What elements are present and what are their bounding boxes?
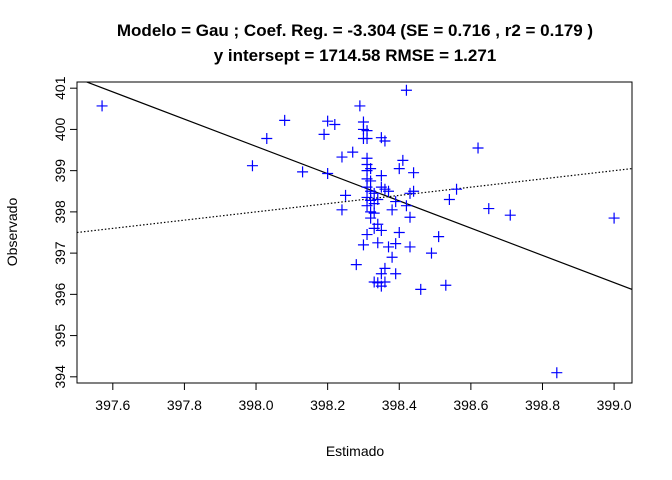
x-tick-label: 398.2: [310, 397, 345, 413]
data-point: [297, 166, 309, 178]
data-point: [393, 163, 405, 175]
identity-line: [77, 167, 632, 234]
data-point: [425, 247, 437, 259]
y-axis-label: Observado: [4, 198, 20, 267]
data-point: [383, 241, 395, 253]
x-tick-label: 399.0: [597, 397, 632, 413]
data-point: [372, 218, 384, 230]
data-point: [365, 175, 377, 187]
data-point: [368, 207, 380, 219]
data-point: [415, 283, 427, 295]
x-tick-label: 398.0: [239, 397, 274, 413]
data-point: [472, 142, 484, 154]
data-point: [451, 183, 463, 195]
data-point: [365, 163, 377, 175]
data-point: [96, 100, 108, 112]
data-point: [404, 241, 416, 253]
data-point: [336, 204, 348, 216]
y-tick-label: 400: [52, 118, 68, 142]
data-point: [340, 189, 352, 201]
data-point: [408, 185, 420, 197]
x-tick-label: 397.8: [167, 397, 202, 413]
data-point: [261, 132, 273, 144]
data-point: [386, 204, 398, 216]
x-tick-label: 397.6: [95, 397, 130, 413]
data-point: [318, 128, 330, 140]
y-tick-label: 395: [52, 324, 68, 348]
data-point: [383, 185, 395, 197]
y-tick-label: 398: [52, 200, 68, 224]
data-point: [504, 209, 516, 221]
regression-line: [85, 82, 632, 291]
data-point: [246, 160, 258, 172]
data-point: [400, 200, 412, 212]
y-tick-label: 399: [52, 159, 68, 183]
data-point: [322, 168, 334, 180]
data-point: [336, 151, 348, 163]
data-point: [390, 268, 402, 280]
data-point: [551, 367, 563, 379]
data-point: [440, 279, 452, 291]
y-axis: 394 395 396 397 398 399 400 401: [52, 76, 77, 388]
data-point: [397, 154, 409, 166]
y-tick-label: 394: [52, 365, 68, 389]
data-point: [608, 212, 620, 224]
data-points: [96, 84, 620, 379]
data-point: [393, 227, 405, 238]
chart-title-line2: y intersept = 1714.58 RMSE = 1.271: [214, 46, 497, 65]
reference-lines: [77, 82, 632, 291]
data-point: [372, 194, 384, 206]
data-point: [404, 211, 416, 223]
data-point: [357, 239, 369, 251]
data-point: [400, 84, 412, 96]
x-tick-label: 398.8: [525, 397, 560, 413]
data-point: [483, 203, 495, 215]
data-point: [433, 231, 445, 243]
data-point: [379, 276, 391, 288]
data-point: [379, 135, 391, 147]
y-tick-label: 401: [52, 76, 68, 100]
data-point: [372, 237, 384, 249]
y-tick-label: 396: [52, 282, 68, 306]
data-point: [375, 170, 387, 182]
data-point: [375, 224, 387, 236]
data-point: [379, 262, 391, 274]
data-point: [361, 132, 373, 144]
chart-title-line1: Modelo = Gau ; Coef. Reg. = -3.304 (SE =…: [117, 21, 593, 40]
y-tick-label: 397: [52, 241, 68, 265]
data-point: [386, 251, 398, 263]
data-point: [329, 118, 341, 130]
data-point: [279, 114, 291, 126]
x-axis: 397.6 397.8 398.0 398.2 398.4 398.6 398.8 399.0: [95, 383, 632, 413]
data-point: [361, 229, 373, 241]
plot-frame: [76, 81, 633, 384]
data-point: [347, 146, 359, 158]
data-point: [350, 259, 362, 271]
x-tick-label: 398.4: [382, 397, 417, 413]
data-point: [390, 196, 402, 208]
data-point: [322, 115, 334, 127]
x-axis-label: Estimado: [326, 443, 385, 459]
data-point: [368, 187, 380, 199]
x-tick-label: 398.6: [453, 397, 488, 413]
data-point: [390, 238, 402, 250]
data-point: [408, 167, 420, 179]
data-point: [354, 100, 366, 112]
data-point: [443, 194, 455, 206]
